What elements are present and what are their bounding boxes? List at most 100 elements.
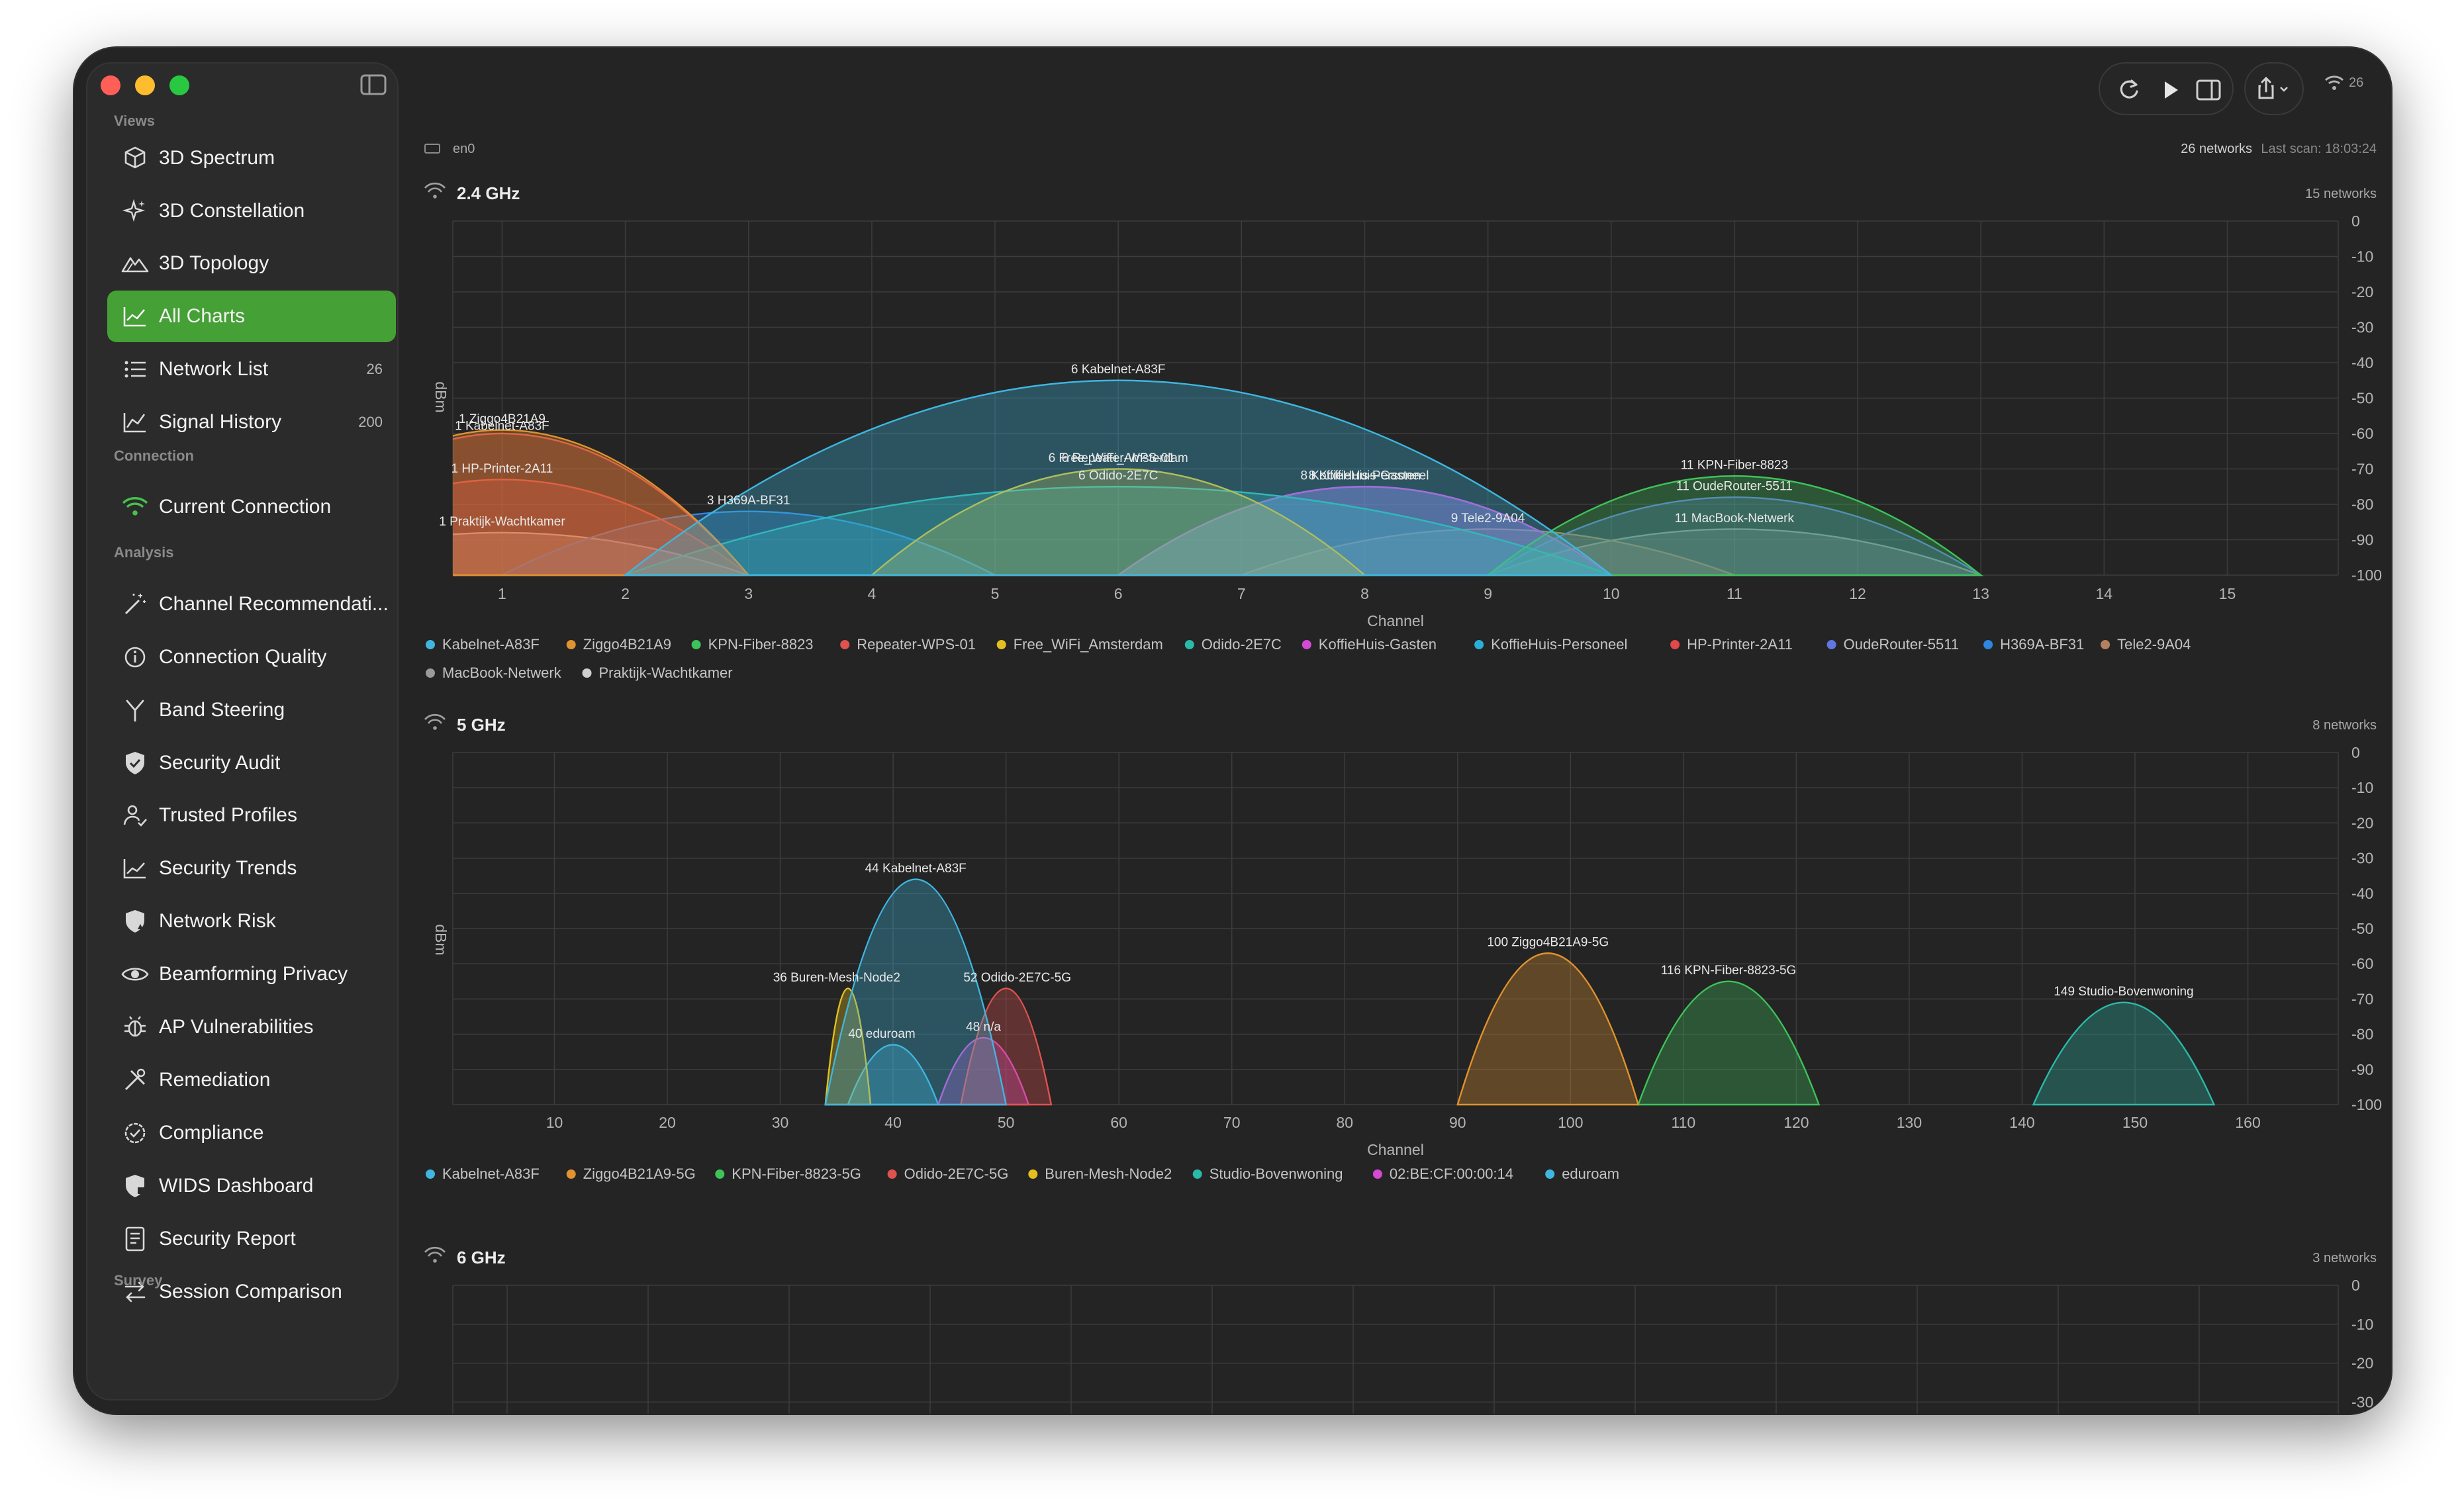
legend-swatch	[2101, 640, 2110, 649]
legend-item-kpn-fiber-8823[interactable]: KPN-Fiber-8823	[691, 636, 814, 653]
legend-label: Odido-2E7C-5G	[904, 1166, 1009, 1182]
legend-item-buren-mesh-node2[interactable]: Buren-Mesh-Node2	[1028, 1166, 1172, 1182]
series-curve-buren-mesh-node2[interactable]	[824, 987, 872, 1106]
refresh-icon[interactable]	[2114, 75, 2144, 105]
series-curve-repeater-wps-01[interactable]	[256, 432, 751, 576]
legend-label: Buren-Mesh-Node2	[1045, 1166, 1172, 1182]
legend-label: eduroam	[1562, 1166, 1619, 1182]
sidebar-item-security-audit[interactable]: Security Audit	[107, 737, 396, 789]
series-curve-studio-bovenwoning[interactable]	[2032, 1001, 2216, 1106]
series-curve-kabelnet-a83f[interactable]	[824, 878, 1008, 1106]
legend-item-ouderouter-5511[interactable]: OudeRouter-5511	[1826, 636, 1960, 653]
series-curve-kabelnet-a83f[interactable]	[623, 379, 1614, 576]
x-tick-label: 110	[1672, 1114, 1696, 1131]
band-network-count: 3 networks	[2312, 1251, 2377, 1265]
legend-swatch	[1474, 640, 1484, 649]
legend-item-kpn-fiber-8823-5g[interactable]: KPN-Fiber-8823-5G	[715, 1166, 861, 1182]
legend-item-ziggo4b21a9-5g[interactable]: Ziggo4B21A9-5G	[566, 1166, 696, 1182]
series-curve-h369a-bf31[interactable]	[501, 510, 996, 576]
sidebar-toggle-icon[interactable]	[359, 71, 388, 98]
legend-item-02-be-cf-00-00-14[interactable]: 02:BE:CF:00:00:14	[1372, 1166, 1513, 1182]
sidebar-item-security-report[interactable]: Security Report	[107, 1213, 396, 1265]
x-tick-label: 13	[1972, 585, 1989, 602]
inspector-panel-icon[interactable]	[2194, 75, 2223, 105]
toolbar-group	[2099, 62, 2234, 115]
series-curve-odido-2e7c-5g[interactable]	[959, 987, 1053, 1106]
legend-item-repeater-wps-01[interactable]: Repeater-WPS-01	[840, 636, 976, 653]
series-curve-free-wifi-amsterdam[interactable]	[869, 468, 1367, 576]
close-window-button[interactable]	[101, 75, 120, 95]
x-tick-label: 60	[1110, 1114, 1127, 1131]
legend-item-koffiehuis-personeel[interactable]: KoffieHuis-Personeel	[1474, 636, 1627, 653]
legend-item-kabelnet-a83f[interactable]: Kabelnet-A83F	[426, 636, 540, 653]
series-curve-praktijk-wachtkamer[interactable]	[256, 531, 749, 576]
x-tick-label: 150	[2122, 1114, 2148, 1131]
legend-label: 02:BE:CF:00:00:14	[1390, 1166, 1513, 1182]
y-tick-label: 0	[2351, 1277, 2360, 1294]
sidebar-item-current-connection[interactable]: Current Connection	[107, 481, 396, 533]
legend-item-macbook-netwerk[interactable]: MacBook-Netwerk	[426, 664, 562, 681]
sidebar-item-session-comparison[interactable]: Session Comparison	[107, 1266, 396, 1318]
sidebar-item-3d-spectrum[interactable]: 3D Spectrum	[107, 132, 396, 184]
sidebar-item-signal-history[interactable]: Signal History 200	[107, 396, 396, 448]
series-curve-kpn-fiber-8823[interactable]	[1486, 475, 1983, 576]
person-check-icon	[120, 801, 150, 830]
play-icon[interactable]	[2156, 75, 2185, 105]
zoom-window-button[interactable]	[169, 75, 189, 95]
legend-item-kabelnet-a83f[interactable]: Kabelnet-A83F	[426, 1166, 540, 1182]
series-curve-ouderouter-5511[interactable]	[1485, 496, 1984, 576]
sidebar-item-band-steering[interactable]: Band Steering	[107, 684, 396, 736]
series-curve-ziggo4b21a9-5g[interactable]	[1456, 952, 1640, 1106]
peak-label: 48 n/a	[966, 1020, 1001, 1034]
series-curve-tele2-9a04[interactable]	[1241, 528, 1735, 576]
sidebar-item-wids-dashboard[interactable]: WIDS Dashboard	[107, 1160, 396, 1212]
legend-item-eduroam[interactable]: eduroam	[1545, 1166, 1619, 1182]
y-tick-label: -20	[2351, 283, 2373, 300]
legend-item-studio-bovenwoning[interactable]: Studio-Bovenwoning	[1192, 1166, 1343, 1182]
x-tick-label: 30	[772, 1114, 789, 1131]
series-curve-hp-printer-2a11[interactable]	[256, 479, 751, 576]
peak-label: 40 eduroam	[848, 1027, 915, 1041]
y-tick-label: -30	[2351, 1393, 2373, 1410]
legend-item-odido-2e7c[interactable]: Odido-2E7C	[1184, 636, 1282, 653]
sidebar-item-connection-quality[interactable]: Connection Quality	[107, 631, 396, 683]
legend-label: MacBook-Netwerk	[442, 664, 562, 681]
series-layer	[256, 379, 1984, 576]
sidebar-item-network-list[interactable]: Network List 26	[107, 343, 396, 395]
sidebar-item-network-risk[interactable]: Network Risk	[107, 895, 396, 947]
shield-grid-icon	[120, 1171, 150, 1201]
series-curve-02-be-cf-00-00-14[interactable]	[937, 1037, 1030, 1106]
minimize-window-button[interactable]	[135, 75, 155, 95]
series-curve-koffiehuis-gasten[interactable]	[1115, 486, 1614, 576]
legend-item-odido-2e7c-5g[interactable]: Odido-2E7C-5G	[887, 1166, 1009, 1182]
legend-item-tele2-9a04[interactable]: Tele2-9A04	[2101, 636, 2191, 653]
legend-item-hp-printer-2a11[interactable]: HP-Printer-2A11	[1670, 636, 1793, 653]
legend-item-ziggo4b21a9[interactable]: Ziggo4B21A9	[566, 636, 671, 653]
sidebar-item-3d-constellation[interactable]: 3D Constellation	[107, 185, 396, 237]
sidebar-item-beamforming-privacy[interactable]: Beamforming Privacy	[107, 948, 396, 1000]
sidebar-item-channel-recommendati[interactable]: Channel Recommendati...	[107, 578, 396, 630]
legend-item-free-wifi-amsterdam[interactable]: Free_WiFi_Amsterdam	[996, 636, 1163, 653]
share-menu-button[interactable]	[2244, 62, 2304, 115]
sidebar-section-survey: Survey	[114, 1272, 163, 1289]
band-title: 6 GHz	[457, 1248, 506, 1267]
legend-item-koffiehuis-gasten[interactable]: KoffieHuis-Gasten	[1302, 636, 1437, 653]
series-curve-kpn-fiber-8823-5g[interactable]	[1636, 980, 1821, 1106]
legend-item-praktijk-wachtkamer[interactable]: Praktijk-Wachtkamer	[582, 664, 733, 681]
legend-swatch	[1372, 1169, 1382, 1179]
series-curve-eduroam[interactable]	[847, 1044, 940, 1106]
interface-name: en0	[453, 142, 475, 156]
legend-item-h369a-bf31[interactable]: H369A-BF31	[1983, 636, 2084, 653]
sidebar-item-ap-vulnerabilities[interactable]: AP Vulnerabilities	[107, 1001, 396, 1053]
sidebar-item-security-trends[interactable]: Security Trends	[107, 843, 396, 894]
sidebar-item-all-charts[interactable]: All Charts	[107, 291, 396, 342]
sidebar-item-remediation[interactable]: Remediation	[107, 1054, 396, 1106]
sidebar-item-compliance[interactable]: Compliance	[107, 1107, 396, 1159]
series-curve-odido-2e7c[interactable]	[625, 486, 1612, 576]
sidebar-item-3d-topology[interactable]: 3D Topology	[107, 238, 396, 289]
fork-icon	[120, 696, 150, 725]
y-tick-label: -70	[2351, 990, 2373, 1007]
y-tick-label: -40	[2351, 885, 2373, 902]
sidebar-item-trusted-profiles[interactable]: Trusted Profiles	[107, 790, 396, 841]
sparkles-icon	[120, 197, 150, 226]
